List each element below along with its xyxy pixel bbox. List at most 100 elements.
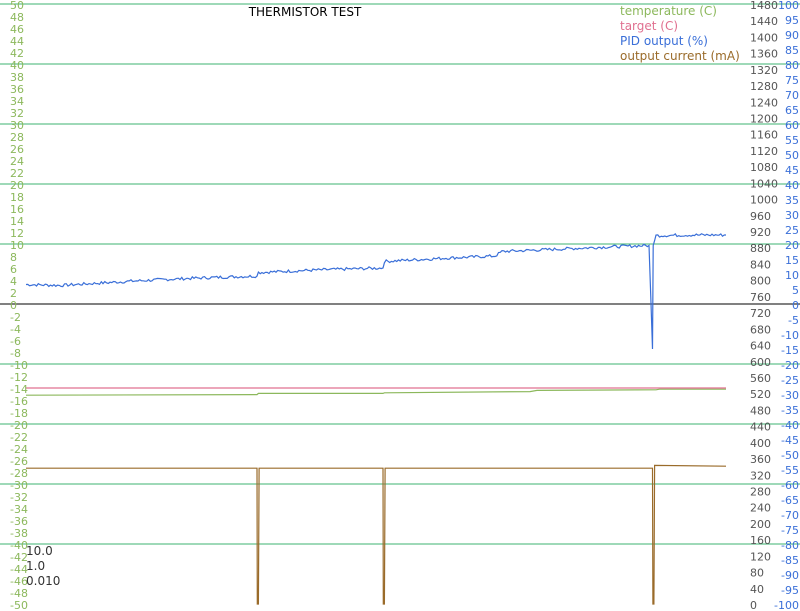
temperature-tick-label: -24 [10,443,28,456]
temperature-tick-label: 42 [10,47,24,60]
pid-tick-label: 100 [778,0,799,12]
temperature-tick-label: 4 [10,275,17,288]
temperature-tick-label: 14 [10,215,24,228]
pid-tick-label: 85 [785,44,799,57]
current-tick-label: 160 [750,534,771,547]
temperature-tick-label: 2 [10,287,17,300]
temperature-tick-label: -50 [10,599,28,611]
temperature-tick-label: 12 [10,227,24,240]
current-tick-label: 680 [750,323,771,336]
chart-title: THERMISTOR TEST [248,5,362,19]
temperature-tick-label: -16 [10,395,28,408]
pid-tick-label: -30 [781,389,799,402]
temperature-tick-label: -40 [10,539,28,552]
temperature-tick-label: -28 [10,467,28,480]
temperature-tick-label: -20 [10,419,28,432]
temperature-tick-label: -26 [10,455,28,468]
temperature-tick-label: -46 [10,575,28,588]
pid-tick-label: 15 [785,254,799,267]
pid-tick-label: -80 [781,539,799,552]
temperature-tick-label: -32 [10,491,28,504]
current-tick-label: 1200 [750,113,778,126]
current-tick-label: 1280 [750,80,778,93]
temperature-tick-label: 50 [10,0,24,12]
temperature-tick-label: 6 [10,263,17,276]
temperature-tick-label: -36 [10,515,28,528]
pid-tick-label: 55 [785,134,799,147]
pid-axis: 1009590858075706560555045403530252015105… [774,0,799,611]
pid-tick-label: 5 [792,284,799,297]
current-tick-label: 200 [750,518,771,531]
temperature-tick-label: 22 [10,167,24,180]
pid-tick-label: -55 [781,464,799,477]
temperature-tick-label: -42 [10,551,28,564]
current-tick-label: 960 [750,210,771,223]
legend: temperature (C)target (C)PID output (%)o… [620,4,740,63]
current-tick-label: 360 [750,453,771,466]
temperature-tick-label: 16 [10,203,24,216]
current-tick-label: 120 [750,550,771,563]
current-tick-label: 440 [750,421,771,434]
temperature-tick-label: 24 [10,155,24,168]
current-tick-label: 1160 [750,129,778,142]
pid-tick-label: -90 [781,569,799,582]
current-tick-label: 80 [750,567,764,580]
temperature-tick-label: 18 [10,191,24,204]
series-line [25,233,726,350]
series-line [25,388,726,396]
temperature-tick-label: 30 [10,119,24,132]
current-tick-label: 560 [750,372,771,385]
pid-tick-label: 25 [785,224,799,237]
current-tick-label: 880 [750,242,771,255]
temperature-tick-label: -34 [10,503,28,516]
current-tick-label: 720 [750,307,771,320]
pid-tick-label: -60 [781,479,799,492]
current-axis: 0 40 80 120 160 200 240 280 320 360 400 440 480 520 56… [750,0,778,611]
grid [0,3,800,545]
legend-entry: target (C) [620,19,678,33]
temperature-tick-label: 28 [10,131,24,144]
current-tick-label: 800 [750,275,771,288]
temperature-tick-label: 8 [10,251,17,264]
legend-entry: temperature (C) [620,4,717,18]
temperature-tick-label: 48 [10,11,24,24]
annotation-label: 1.0 [26,559,45,573]
temperature-tick-label: -30 [10,479,28,492]
temperature-tick-label: -18 [10,407,28,420]
current-tick-label: 1120 [750,145,778,158]
temperature-tick-label: 38 [10,71,24,84]
series-line [26,464,727,605]
current-tick-label: 280 [750,485,771,498]
pid-tick-label: -50 [781,449,799,462]
pid-tick-label: -10 [781,329,799,342]
pid-tick-label: 80 [785,59,799,72]
temperature-tick-label: 44 [10,35,24,48]
pid-tick-label: -20 [781,359,799,372]
current-tick-label: 920 [750,226,771,239]
pid-tick-label: -25 [781,374,799,387]
temperature-tick-label: 0 [10,299,17,312]
temperature-tick-label: -12 [10,371,28,384]
current-tick-label: 1480 [750,0,778,12]
pid-tick-label: 75 [785,74,799,87]
temperature-tick-label: -38 [10,527,28,540]
pid-tick-label: -75 [781,524,799,537]
pid-tick-label: -15 [781,344,799,357]
pid-tick-label: -5 [788,314,799,327]
pid-tick-label: -40 [781,419,799,432]
current-tick-label: 40 [750,583,764,596]
pid-tick-label: -85 [781,554,799,567]
pid-tick-label: 35 [785,194,799,207]
pid-tick-label: 30 [785,209,799,222]
temperature-tick-label: -48 [10,587,28,600]
pid-tick-label: 0 [792,299,799,312]
current-tick-label: 640 [750,340,771,353]
temperature-tick-label: 26 [10,143,24,156]
current-tick-label: 0 [750,599,757,611]
current-tick-label: 1000 [750,194,778,207]
temperature-tick-label: -8 [10,347,21,360]
annotations: 10.01.00.010 [26,544,60,588]
current-tick-label: 760 [750,291,771,304]
pid-tick-label: 65 [785,104,799,117]
